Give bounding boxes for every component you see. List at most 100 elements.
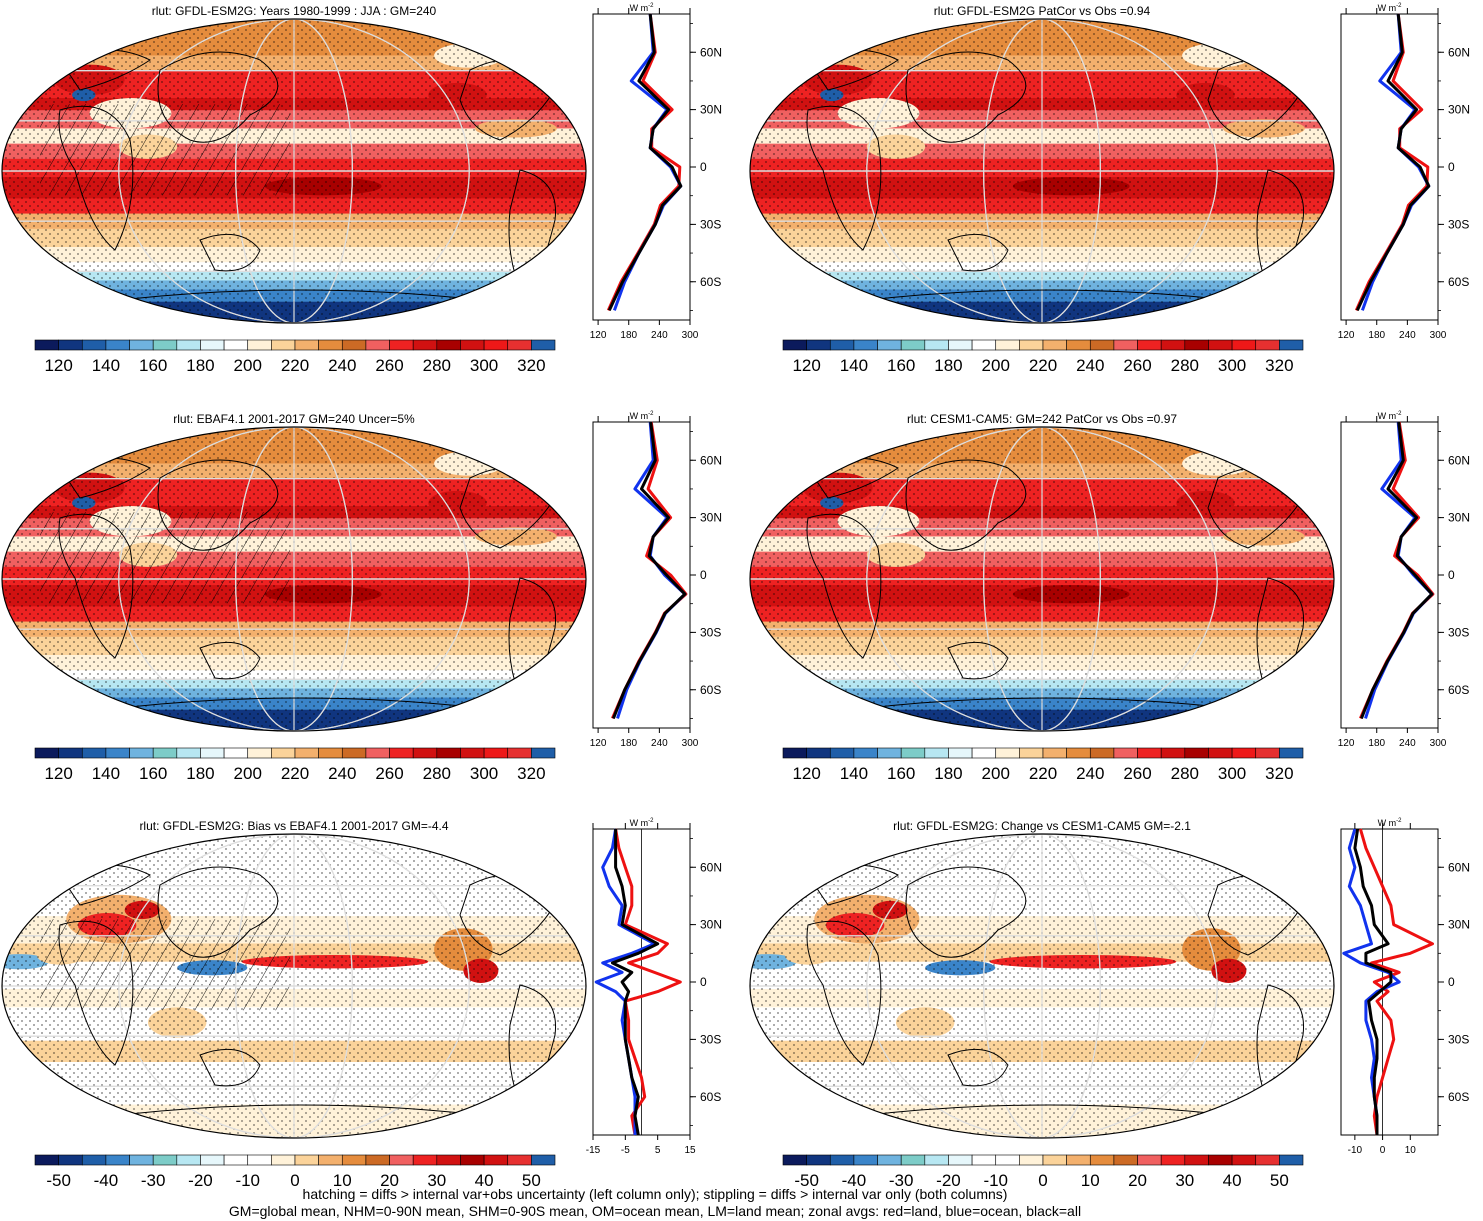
longitude-line	[235, 834, 354, 1138]
colorbar-swatch	[1231, 1154, 1257, 1166]
colorbar-swatch	[365, 339, 390, 351]
coastline	[905, 866, 1027, 958]
colorbar-label: 30	[1175, 1171, 1194, 1190]
coastline	[119, 289, 481, 301]
colorbar-swatch	[271, 339, 296, 351]
colorbar-swatch	[176, 339, 201, 351]
zonal-xtick-label: 180	[620, 738, 637, 749]
map-outline	[1, 18, 587, 324]
panel-3: rlut: EBAF4.1 2001-2017 GM=240 Uncer=5% 1…	[1, 411, 722, 783]
colorbar-swatch	[900, 339, 926, 351]
zonal-ytick-label: 60S	[700, 275, 721, 289]
colorbar-label: 160	[887, 356, 915, 375]
zonal-xtick-label: 120	[590, 330, 607, 341]
colorbar-swatch	[483, 747, 509, 759]
zonal-units: W m-2	[630, 818, 654, 828]
colorbar-swatch	[900, 1154, 926, 1166]
colorbar-swatch	[318, 747, 343, 759]
colorbar-label: 40	[1223, 1171, 1242, 1190]
zonal-average-plot: 60N 30N 0 30S 60S -15 -5 5 15 W m-2	[586, 818, 722, 1156]
hatching	[40, 919, 290, 1011]
zonal-ytick-label: 30N	[700, 103, 722, 117]
zonal-series-all	[1355, 13, 1431, 312]
colorbar: 120 140 160 180 200 220 240 260 280 300 320	[782, 339, 1304, 375]
colorbar: -50 -40 -30 -20 -10 0 10 20 30 40 50	[782, 1154, 1304, 1190]
map-field	[2, 834, 586, 1138]
colorbar-label: 300	[1218, 356, 1246, 375]
colorbar-label: -30	[141, 1171, 166, 1190]
colorbar-swatch	[829, 747, 855, 759]
colorbar-swatch	[1137, 339, 1162, 351]
colorbar-swatch	[877, 339, 902, 351]
colorbar-label: 20	[1128, 1171, 1147, 1190]
colorbar-label: 200	[234, 764, 262, 783]
colorbar-swatch	[58, 339, 83, 351]
colorbar-swatch	[200, 747, 225, 759]
coastline	[905, 459, 1027, 551]
colorbar-swatch	[971, 339, 997, 351]
colorbar-label: 320	[517, 764, 545, 783]
colorbar-swatch	[1019, 1154, 1044, 1166]
colorbar-swatch	[365, 747, 390, 759]
zonal-ytick-label: 30N	[700, 511, 722, 525]
coastline	[867, 289, 1229, 301]
colorbar-swatch	[782, 339, 807, 351]
colorbar-swatch	[412, 747, 438, 759]
colorbar-swatch	[1279, 339, 1304, 351]
colorbar-label: 220	[281, 356, 309, 375]
zonal-series-all	[612, 421, 687, 719]
coastline	[806, 513, 882, 659]
colorbar-swatch	[1042, 339, 1067, 351]
colorbar-swatch	[1160, 339, 1186, 351]
panel-title: rlut: GFDL-ESM2G: Bias vs EBAF4.1 2001-2…	[139, 819, 448, 833]
colorbar-swatch	[853, 1154, 878, 1166]
colorbar-swatch	[924, 747, 949, 759]
colorbar-label: 180	[186, 356, 214, 375]
colorbar-label: 50	[1270, 1171, 1289, 1190]
colorbar-label: 320	[1265, 764, 1293, 783]
colorbar-label: 300	[470, 356, 498, 375]
colorbar-label: 240	[328, 356, 356, 375]
zonal-frame	[592, 421, 691, 729]
colorbar-label: 220	[1029, 764, 1057, 783]
colorbar-label: -20	[188, 1171, 213, 1190]
colorbar-swatch	[1231, 747, 1257, 759]
colorbar-swatch	[995, 747, 1020, 759]
colorbar-swatch	[1231, 339, 1257, 351]
colorbar-label: 260	[1123, 764, 1151, 783]
colorbar-swatch	[271, 1154, 296, 1166]
colorbar-label: -40	[842, 1171, 867, 1190]
colorbar-swatch	[1208, 747, 1233, 759]
colorbar-label: 260	[1123, 356, 1151, 375]
colorbar-swatch	[176, 747, 201, 759]
colorbar-swatch	[152, 747, 178, 759]
coastline	[58, 513, 134, 659]
colorbar-swatch	[1089, 1154, 1115, 1166]
zonal-ytick-label: 30S	[1448, 1032, 1469, 1046]
colorbar-swatch	[365, 1154, 390, 1166]
colorbar: 120 140 160 180 200 220 240 260 280 300 320	[782, 747, 1304, 783]
colorbar-label: 20	[380, 1171, 399, 1190]
colorbar-label: 140	[840, 356, 868, 375]
colorbar-label: 280	[423, 764, 451, 783]
zonal-ytick-label: 60S	[700, 683, 721, 697]
colorbar-swatch	[294, 1154, 319, 1166]
footnote-definitions: GM=global mean, NHM=0-90N mean, SHM=0-90…	[228, 1203, 1082, 1219]
colorbar-label: 30	[427, 1171, 446, 1190]
colorbar-swatch	[1066, 747, 1091, 759]
colorbar-swatch	[223, 747, 249, 759]
colorbar-swatch	[995, 339, 1020, 351]
zonal-ytick-label: 0	[1448, 568, 1455, 582]
colorbar-swatch	[877, 747, 902, 759]
map-field	[750, 834, 1334, 1138]
colorbar-swatch	[223, 1154, 249, 1166]
coastline	[199, 1048, 261, 1087]
colorbar-swatch	[1208, 1154, 1233, 1166]
coastline	[199, 641, 261, 680]
colorbar-label: 160	[139, 356, 167, 375]
zonal-ytick-label: 60N	[1448, 453, 1470, 467]
colorbar-label: 140	[92, 356, 120, 375]
zonal-xtick-label: 240	[1399, 330, 1416, 341]
colorbar-label: 200	[982, 356, 1010, 375]
